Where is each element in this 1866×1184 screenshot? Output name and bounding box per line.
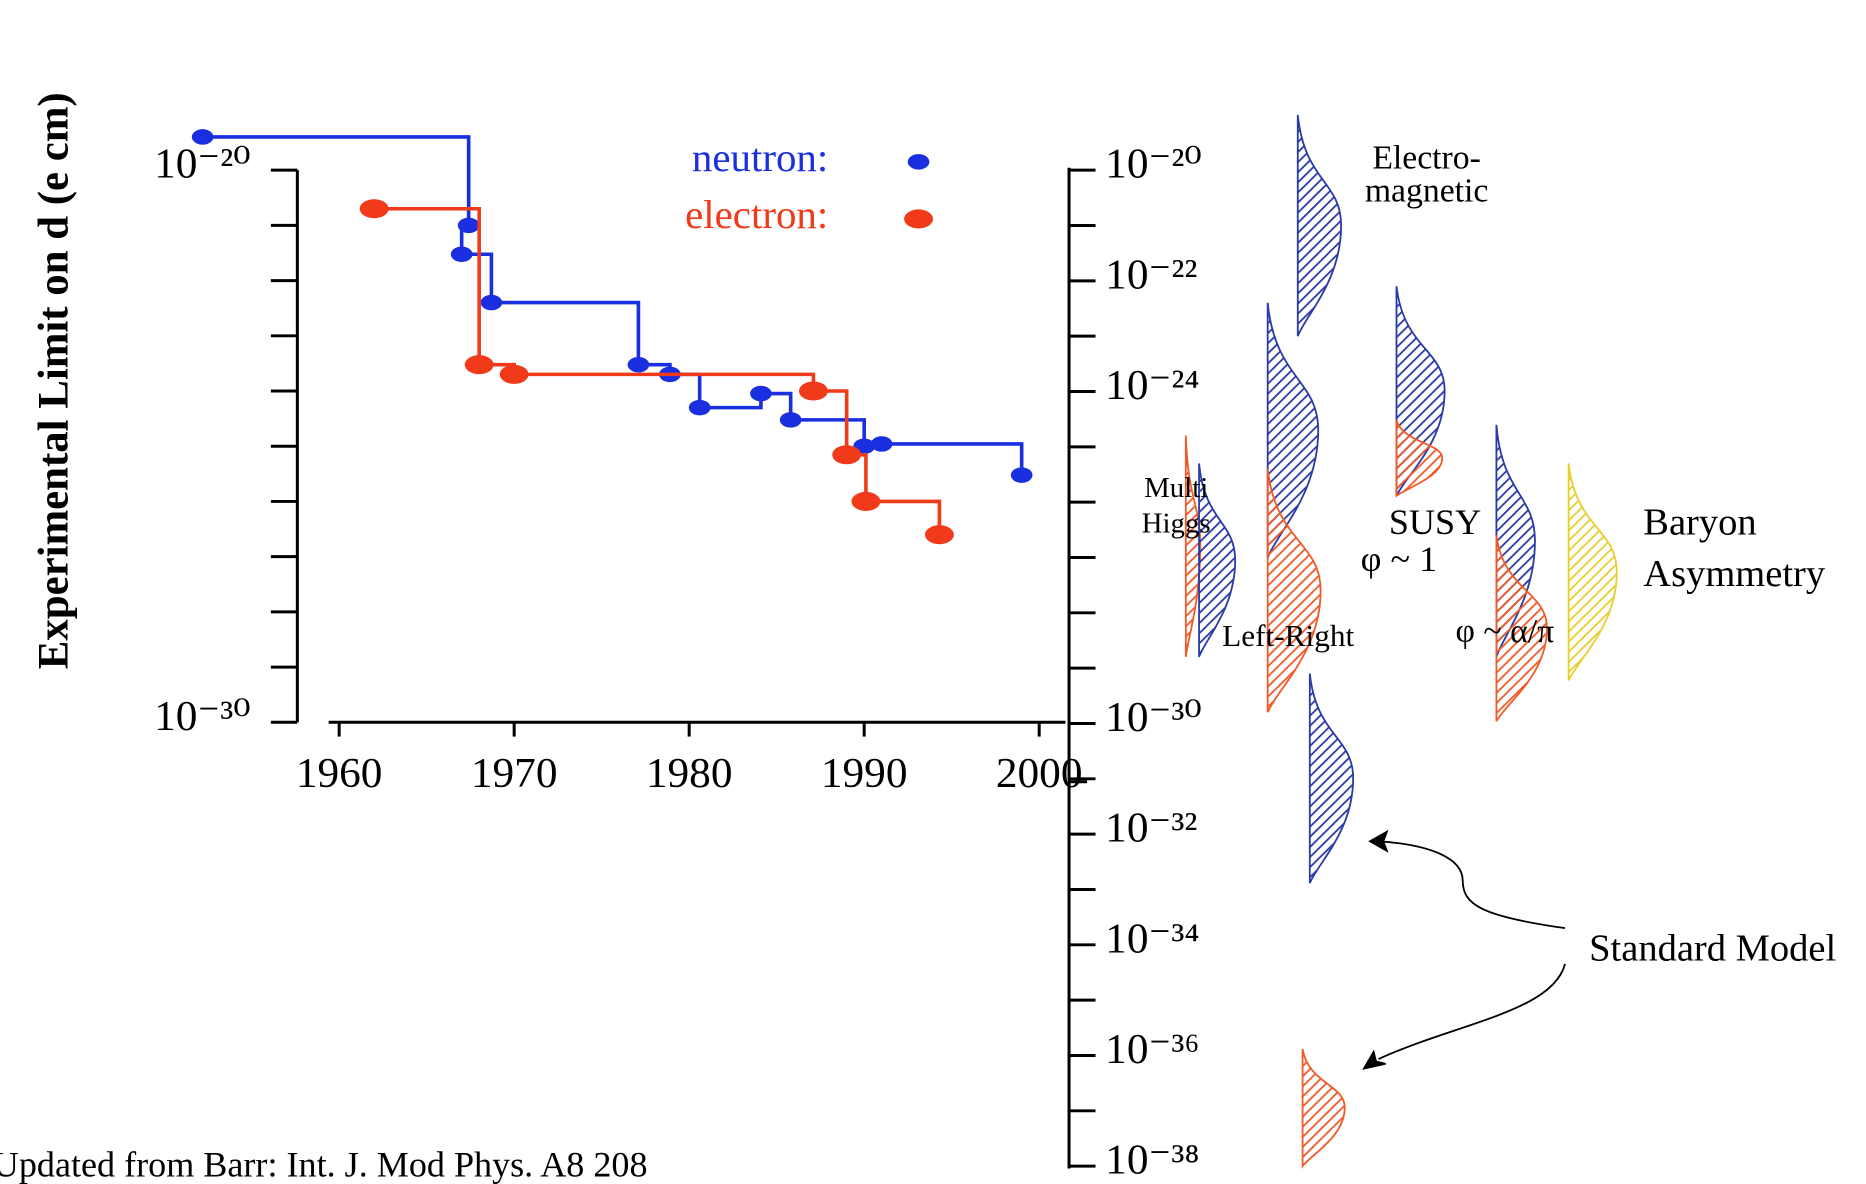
legend-marker [904, 209, 933, 229]
model-label: Baryon [1643, 502, 1756, 544]
data-point [457, 217, 480, 234]
model-band [1308, 673, 1355, 884]
data-point [851, 491, 881, 511]
data-point [464, 355, 494, 375]
data-point [480, 294, 503, 311]
y-tick-label: 10⁻²⁰ [154, 141, 251, 188]
model-label: magnetic [1365, 173, 1488, 210]
y-tick-label: 10⁻²² [1105, 251, 1197, 298]
legend-label: neutron: [692, 135, 828, 180]
model-band [1184, 435, 1202, 657]
step-line [202, 135, 1024, 476]
model-label: Higgs [1142, 508, 1211, 540]
model-label: Standard Model [1589, 928, 1836, 970]
data-point [798, 381, 828, 401]
y-tick-label: 10⁻²⁴ [1105, 362, 1199, 409]
model-label: Multi [1144, 472, 1208, 504]
model-band [1296, 114, 1343, 337]
x-tick-label: 1970 [471, 750, 558, 797]
data-point [450, 246, 473, 262]
footnote: Updated from Barr: Int. J. Mod Phys. A8 … [0, 1145, 648, 1184]
data-point [832, 445, 862, 465]
data-point [499, 364, 529, 384]
legend-marker [907, 154, 930, 170]
x-tick-label: 1980 [646, 750, 733, 797]
model-band [1198, 463, 1237, 658]
model-label: Left-Right [1222, 618, 1354, 653]
data-point [924, 525, 954, 545]
y-tick-label: 10⁻³⁶ [1105, 1026, 1199, 1073]
data-point [779, 412, 802, 428]
x-tick-label: 1990 [821, 750, 908, 797]
model-band [1301, 1049, 1346, 1169]
y-tick-label: 10⁻³² [1105, 805, 1197, 852]
data-point [870, 436, 893, 452]
model-label: φ ~ 1 [1361, 539, 1437, 579]
y-tick-label: 10⁻³⁸ [1105, 1137, 1199, 1184]
data-point [359, 199, 389, 219]
model-band [1495, 535, 1548, 722]
y-tick-label: 10⁻²⁰ [1105, 141, 1202, 188]
model-band [1395, 420, 1444, 498]
standard-model-arrows [1362, 829, 1566, 1070]
y-tick-label: 10⁻³⁰ [154, 693, 251, 740]
model-label: Electro- [1372, 139, 1481, 176]
y-tick-label: 10⁻³⁴ [1105, 915, 1199, 962]
data-point [688, 399, 711, 416]
model-label: φ ~ α/π [1456, 613, 1555, 650]
model-band [1567, 463, 1618, 681]
x-tick-label: 1960 [296, 750, 383, 797]
data-point [627, 356, 650, 373]
y-tick-label: 10⁻³⁰ [1105, 694, 1202, 741]
y-axis-title: Experimental Limit on d (e cm) [31, 92, 78, 669]
data-point [750, 385, 772, 402]
model-label: SUSY [1389, 502, 1481, 542]
legend-label: electron: [685, 192, 828, 237]
model-label: Asymmetry [1643, 553, 1825, 595]
data-point [1010, 467, 1033, 483]
model-band [1266, 468, 1322, 713]
data-point [191, 129, 214, 145]
